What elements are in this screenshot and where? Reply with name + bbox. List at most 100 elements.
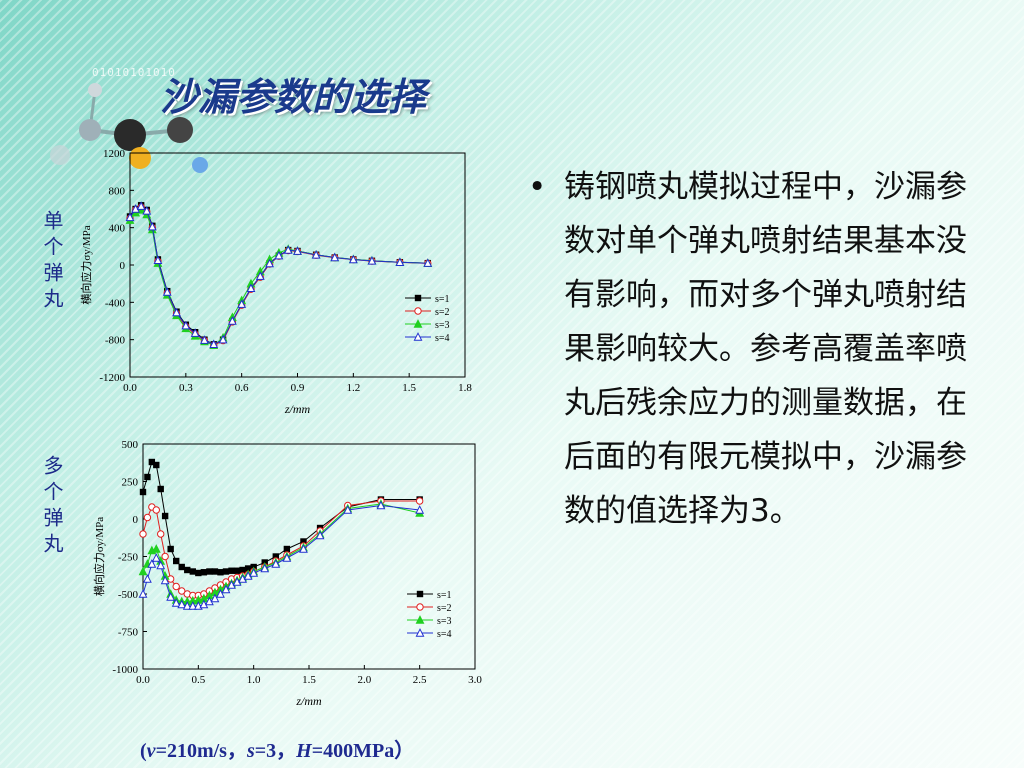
x-tick-label: 1.5 <box>302 674 316 686</box>
data-point <box>153 461 160 469</box>
data-point <box>272 553 279 560</box>
series-s2 <box>139 497 424 600</box>
series-s3 <box>125 205 433 349</box>
data-point <box>152 506 160 514</box>
x-tick-label: 1.8 <box>458 382 472 394</box>
data-point <box>330 252 340 262</box>
data-point <box>188 601 198 610</box>
y-axis-label: 横向应力σy/MPa <box>92 517 106 596</box>
data-point <box>153 255 163 265</box>
data-point <box>300 538 307 545</box>
data-point <box>283 545 291 553</box>
legend: s=1 s=2 s=3 s=4 <box>407 590 452 640</box>
data-point <box>293 246 302 255</box>
y-tick-label: -800 <box>105 335 126 347</box>
data-point <box>151 553 161 562</box>
data-point <box>139 530 147 538</box>
data-point <box>166 592 176 601</box>
data-point <box>299 544 308 553</box>
series-s4 <box>125 201 433 349</box>
y-tick-label: 0 <box>120 260 126 272</box>
data-point <box>246 283 256 293</box>
data-point <box>415 497 424 505</box>
data-point <box>222 568 230 575</box>
data-point <box>189 568 196 575</box>
data-point <box>260 563 270 573</box>
legend-label: s=3 <box>437 616 452 627</box>
param-v-symbol: v <box>146 740 156 762</box>
data-point <box>156 560 166 570</box>
y-tick-label: 500 <box>122 439 139 451</box>
x-tick-label: 1.0 <box>247 674 261 686</box>
data-point <box>315 530 325 540</box>
data-point <box>177 599 187 609</box>
x-tick-label: 0.6 <box>235 382 249 394</box>
data-point <box>233 567 241 574</box>
data-point <box>343 505 353 514</box>
data-point <box>157 530 165 538</box>
multi-projectile-chart: 0.0 0.5 1.0 1.5 2.0 2.5 3.0 -1000 -750 -500 -250 0 2… <box>92 439 482 708</box>
params-open: ( <box>140 740 147 762</box>
x-tick-label: 0.9 <box>291 382 305 394</box>
param-v-value: =210m/s， <box>155 740 247 762</box>
data-point <box>148 458 156 466</box>
legend-label: s=1 <box>437 590 452 601</box>
binary-decoration: 01010101010 <box>92 66 176 79</box>
y-tick-label: 0 <box>133 514 139 526</box>
data-point <box>184 566 191 574</box>
x-tick-label: 1.2 <box>346 382 360 394</box>
param-h-value: =400MPa） <box>311 740 415 762</box>
y-tick-label: -1000 <box>112 664 138 676</box>
slide-title: 沙漏参数的选择 <box>160 74 427 119</box>
data-point <box>136 201 146 210</box>
legend-marker <box>414 307 422 315</box>
data-point <box>209 339 219 349</box>
data-point <box>228 567 235 574</box>
legend-marker <box>413 332 423 341</box>
legend-marker <box>414 294 422 302</box>
data-point <box>162 287 172 296</box>
y-tick-label: 400 <box>109 223 126 235</box>
data-point <box>376 500 386 510</box>
molecule-decoration <box>50 83 208 173</box>
legend-label: s=3 <box>435 320 450 331</box>
series-line <box>129 204 428 345</box>
x-tick-label: 2.5 <box>413 674 427 686</box>
series-line <box>142 500 420 596</box>
data-point <box>182 601 192 610</box>
x-tick-label: 2.0 <box>357 674 371 686</box>
y-tick-label: -400 <box>105 297 126 309</box>
data-point <box>423 258 433 267</box>
data-point <box>190 328 200 337</box>
data-point <box>167 545 174 553</box>
data-point <box>210 593 220 603</box>
legend-marker <box>413 319 423 328</box>
data-point <box>147 559 157 568</box>
data-point <box>181 320 191 330</box>
y-tick-label: 1200 <box>103 148 126 160</box>
y-tick-label: -250 <box>118 552 139 564</box>
x-tick-label: 0.0 <box>136 674 150 686</box>
data-point <box>265 258 275 268</box>
data-point <box>151 544 161 553</box>
series-line <box>142 461 420 574</box>
x-axis-label: z/mm <box>295 694 322 708</box>
series-line <box>129 206 428 346</box>
plot-frame <box>129 152 466 378</box>
series-line <box>129 209 428 346</box>
data-point <box>172 582 180 591</box>
label-single-projectile: 单个弹丸 <box>40 210 64 314</box>
data-point <box>282 553 292 562</box>
legend: s=1 s=2 s=3 s=4 <box>405 294 450 344</box>
legend-marker <box>415 615 425 624</box>
data-point <box>217 569 224 576</box>
legend-marker <box>416 603 424 611</box>
legend-label: s=1 <box>435 294 450 305</box>
legend-label: s=4 <box>435 333 450 344</box>
data-point <box>274 250 284 260</box>
x-tick-label: 0.5 <box>191 674 205 686</box>
data-point <box>161 552 169 561</box>
data-point <box>178 587 186 595</box>
legend-marker <box>415 628 425 637</box>
data-point <box>249 568 259 577</box>
